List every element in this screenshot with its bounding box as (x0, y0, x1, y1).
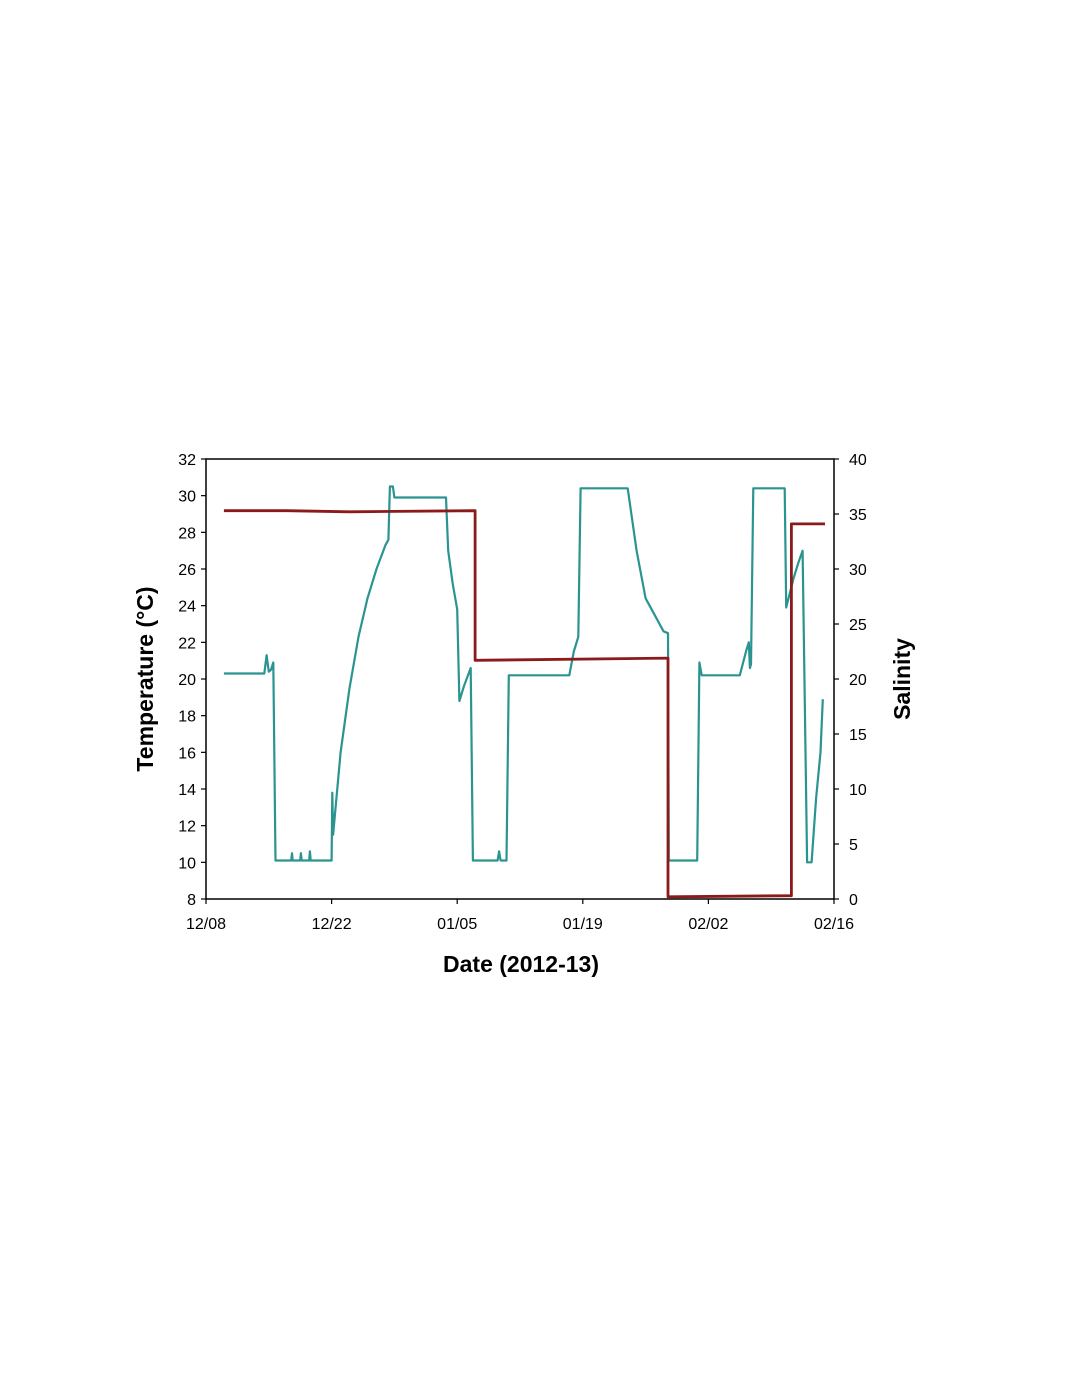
left-y-tick-label: 12 (178, 819, 196, 836)
left-y-tick-label: 18 (178, 709, 196, 726)
x-tick-label: 01/05 (437, 916, 477, 933)
right-y-tick-label: 30 (849, 562, 867, 579)
left-y-tick-label: 16 (178, 745, 196, 762)
left-y-tick-label: 20 (178, 672, 196, 689)
x-tick-label: 12/08 (186, 916, 226, 933)
x-axis-title: Date (2012-13) (443, 951, 599, 977)
x-tick-label: 01/19 (563, 916, 603, 933)
temperature-series (223, 485, 824, 864)
salinity-series (223, 509, 825, 899)
left-y-tick-label: 26 (178, 562, 196, 579)
left-y-tick-label: 8 (187, 892, 196, 909)
plot-frame (205, 458, 835, 900)
x-tick-label: 12/22 (312, 916, 352, 933)
right-y-tick-label: 25 (849, 617, 867, 634)
plot-area (205, 458, 835, 900)
left-y-tick-label: 28 (178, 525, 196, 542)
left-y-tick-label: 14 (178, 782, 196, 799)
temperature-line (223, 485, 824, 864)
salinity-line (223, 509, 825, 899)
right-y-tick-label: 20 (849, 672, 867, 689)
left-y-tick-label: 10 (178, 855, 196, 872)
left-y-tick-label: 30 (178, 489, 196, 506)
x-axis: 12/08 12/22 01/05 01/19 02/02 02/16 (186, 899, 854, 933)
right-y-tick-label: 10 (849, 782, 867, 799)
right-y-axis: 0 5 10 15 20 25 30 35 40 (834, 452, 867, 909)
right-y-tick-label: 35 (849, 507, 867, 524)
x-tick-label: 02/02 (688, 916, 728, 933)
right-y-tick-label: 40 (849, 452, 867, 469)
right-y-axis-title: Salinity (889, 638, 915, 720)
right-y-tick-label: 15 (849, 727, 867, 744)
left-y-axis: 8 10 12 14 16 18 20 22 24 26 28 30 32 (178, 452, 206, 909)
left-y-axis-title: Temperature (°C) (132, 586, 158, 771)
x-tick-label: 02/16 (814, 916, 854, 933)
left-y-tick-label: 22 (178, 635, 196, 652)
left-y-tick-label: 32 (178, 452, 196, 469)
right-y-tick-label: 5 (849, 837, 858, 854)
left-y-tick-label: 24 (178, 599, 196, 616)
right-y-tick-label: 0 (849, 892, 858, 909)
